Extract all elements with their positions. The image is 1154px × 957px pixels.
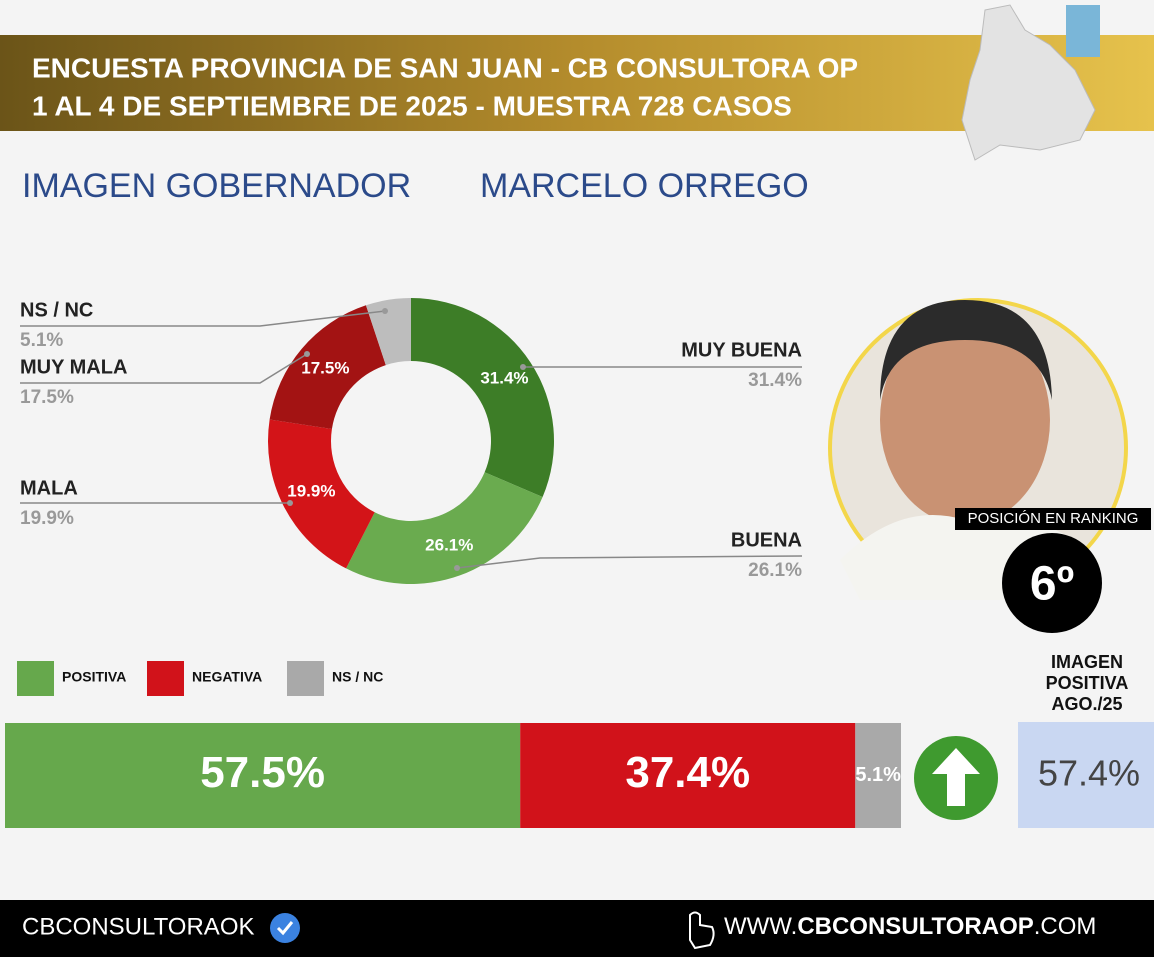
web-prefix: WWW. <box>724 913 797 940</box>
comparison-box <box>1018 722 1154 828</box>
donut-slice <box>268 419 375 569</box>
leader-dot <box>382 308 388 314</box>
donut-slice <box>269 305 386 429</box>
bar-segment <box>520 723 856 828</box>
bar-label: 57.5% <box>200 748 325 797</box>
header-line: ENCUESTA PROVINCIA DE SAN JUAN - CB CONS… <box>32 52 858 83</box>
leader-dot <box>304 351 310 357</box>
legend-swatch <box>287 661 324 696</box>
category-value: 19.9% <box>20 508 74 529</box>
bar-label: 37.4% <box>625 748 750 797</box>
slice-label: 31.4% <box>480 369 528 388</box>
category-label: MALA <box>20 477 78 499</box>
legend-swatch <box>147 661 184 696</box>
category-value: 31.4% <box>748 370 802 391</box>
donut-slice <box>365 298 411 366</box>
footer-band <box>0 900 1154 957</box>
ranking-position: 6º <box>1030 558 1074 611</box>
map-inset <box>1066 5 1100 57</box>
category-label: NS / NC <box>20 299 93 321</box>
category-label: MUY BUENA <box>681 339 802 361</box>
leader-dot <box>287 500 293 506</box>
legend-label: NEGATIVA <box>192 669 262 685</box>
web-main: CBCONSULTORAOP <box>797 913 1033 940</box>
donut-slice <box>411 298 554 497</box>
legend-label: NS / NC <box>332 669 383 685</box>
bar-segment <box>5 723 521 828</box>
slice-label: 17.5% <box>301 358 349 377</box>
comparison-value: 57.4% <box>1038 753 1140 794</box>
ranking-label: POSICIÓN EN RANKING <box>968 510 1139 527</box>
leader-line <box>456 555 803 569</box>
hand-icon <box>689 911 715 950</box>
legend-label: POSITIVA <box>62 669 126 685</box>
subtitle: IMAGEN GOBERNADOR <box>22 167 411 205</box>
slice-label: 26.1% <box>425 536 473 555</box>
header-band <box>0 35 1154 131</box>
photo <box>828 298 1128 600</box>
subtitle-name: MARCELO ORREGO <box>480 167 809 205</box>
header-line: 1 AL 4 DE SEPTIEMBRE DE 2025 - MUESTRA 7… <box>32 90 792 121</box>
verified-badge <box>270 913 300 943</box>
ranking-label-bg <box>955 508 1151 530</box>
category-value: 26.1% <box>748 560 802 581</box>
leader-dot <box>454 565 460 571</box>
bar-label: 5.1% <box>855 764 901 786</box>
leader-dot <box>520 364 526 370</box>
category-label: BUENA <box>731 529 802 551</box>
donut-slice <box>346 472 543 584</box>
ranking-circle <box>1002 533 1102 633</box>
up-arrow <box>932 748 980 806</box>
leader-line <box>20 353 308 384</box>
footer-handle: CBCONSULTORAOK <box>22 913 255 940</box>
check <box>276 921 294 936</box>
category-value: 5.1% <box>20 330 63 351</box>
web-suffix: .COM <box>1034 913 1097 940</box>
legend-swatch <box>17 661 54 696</box>
footer-web: WWW.CBCONSULTORAOP.COM <box>724 913 1096 940</box>
category-label: MUY MALA <box>20 356 127 378</box>
bar-segment <box>855 723 901 828</box>
map <box>961 4 1096 161</box>
comparison-label: IMAGEN POSITIVA AGO./25 <box>1045 652 1129 714</box>
leader-line <box>20 310 386 327</box>
category-value: 17.5% <box>20 387 74 408</box>
slice-label: 19.9% <box>287 482 335 501</box>
